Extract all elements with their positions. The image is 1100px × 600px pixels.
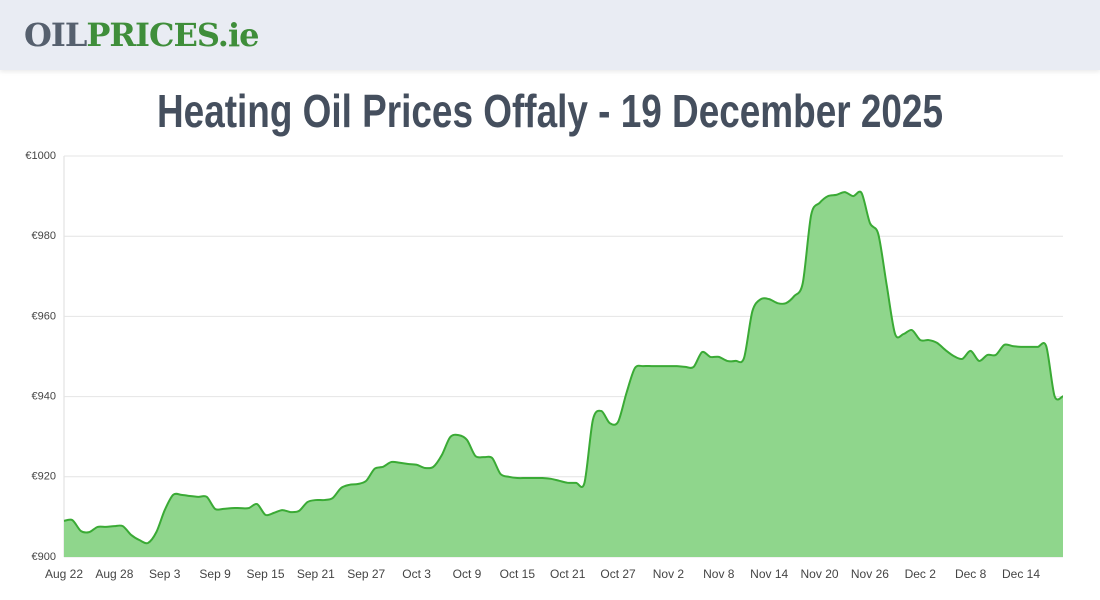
x-tick-label: Sep 15 — [246, 567, 284, 581]
x-tick-label: Nov 26 — [851, 567, 889, 581]
y-tick-label: €900 — [32, 551, 56, 563]
x-tick-label: Sep 27 — [347, 567, 385, 581]
x-tick-label: Oct 27 — [600, 567, 636, 581]
x-tick-label: Aug 22 — [45, 567, 83, 581]
x-tick-label: Oct 9 — [453, 567, 482, 581]
x-tick-label: Sep 3 — [149, 567, 181, 581]
y-tick-label: €960 — [32, 310, 56, 322]
x-tick-label: Nov 14 — [750, 567, 788, 581]
area-fill — [64, 191, 1063, 557]
header-bar: OILPRICES.ie — [0, 0, 1100, 70]
x-tick-label: Dec 14 — [1002, 567, 1040, 581]
x-tick-label: Dec 2 — [905, 567, 937, 581]
y-tick-label: €920 — [32, 471, 56, 483]
x-tick-label: Oct 21 — [550, 567, 586, 581]
x-tick-label: Nov 20 — [801, 567, 839, 581]
x-tick-label: Nov 2 — [653, 567, 685, 581]
x-tick-label: Dec 8 — [955, 567, 987, 581]
x-tick-label: Nov 8 — [703, 567, 735, 581]
logo[interactable]: OILPRICES.ie — [24, 16, 259, 54]
area-line — [63, 190, 1064, 545]
chart-title: Heating Oil Prices Offaly - 19 December … — [157, 85, 943, 137]
y-tick-label: €980 — [32, 230, 56, 242]
logo-text: PRICES.ie — [86, 16, 259, 54]
x-tick-label: Aug 28 — [95, 567, 133, 581]
chart: Heating Oil Prices Offaly - 19 December … — [25, 85, 1064, 581]
logo-text: OIL — [24, 16, 87, 54]
x-tick-label: Sep 9 — [199, 567, 231, 581]
y-tick-label: €940 — [32, 391, 56, 403]
y-tick-label: €1000 — [25, 150, 56, 162]
x-tick-label: Sep 21 — [297, 567, 335, 581]
x-tick-label: Oct 3 — [402, 567, 431, 581]
x-tick-label: Oct 15 — [500, 567, 536, 581]
